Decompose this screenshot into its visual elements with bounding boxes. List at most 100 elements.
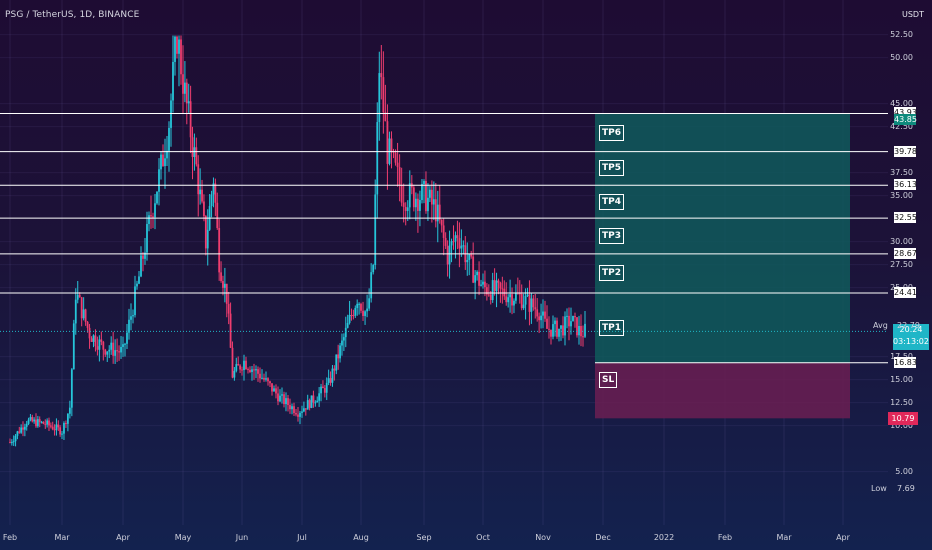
y-tick-label: 17.50 (877, 352, 913, 361)
candle-body (468, 254, 471, 260)
candle-countdown: 03:13:02 (893, 337, 929, 347)
candle-body (25, 423, 28, 427)
candle-body (46, 420, 49, 425)
candle-body (470, 254, 473, 257)
y-tick-label: 30.00 (890, 236, 913, 246)
candle-body (255, 369, 257, 371)
y-tick-label: 27.50 (890, 259, 913, 269)
candle-body (235, 364, 238, 371)
candle-body (432, 199, 435, 205)
candle-body (430, 189, 433, 205)
candle-body (14, 435, 17, 442)
candle-body (386, 121, 389, 164)
candle-body (558, 328, 560, 337)
candle-body (507, 297, 510, 303)
candle-body (104, 349, 107, 355)
candle-body (148, 215, 150, 224)
candle-body (253, 369, 255, 371)
candle-body (138, 276, 140, 284)
candle-body (404, 206, 407, 211)
candle-body (53, 429, 56, 431)
candle-body (310, 395, 313, 408)
candle-body (374, 194, 377, 266)
candle-body (423, 180, 425, 185)
x-tick-label: Feb (2, 533, 18, 542)
candle-body (277, 393, 279, 402)
candle-body (187, 101, 190, 104)
candle-body (88, 327, 91, 339)
candle-body (267, 378, 269, 382)
candle-body (132, 315, 134, 317)
candle-body (140, 255, 142, 277)
candle-body (249, 369, 251, 372)
y-tick-label: 15.00 (890, 374, 913, 384)
candle-body (18, 431, 21, 433)
x-tick-label: May (174, 533, 192, 542)
candle-body (158, 169, 160, 192)
candle-body (108, 349, 111, 352)
profit-zone (595, 113, 850, 363)
candle-body (546, 318, 548, 329)
target-price-badge: 32.55 (894, 212, 917, 224)
candle-body (31, 417, 34, 422)
candle-body (82, 309, 85, 319)
candle-body (450, 241, 453, 246)
candle-body (524, 296, 527, 305)
target-price-badge: 39.78 (894, 145, 917, 157)
candle-body (243, 360, 245, 371)
chart-title: PSG / TetherUS, 1D, BINANCE (5, 10, 140, 20)
candle-body (86, 321, 89, 328)
candle-body (116, 350, 118, 352)
candle-body (574, 316, 576, 318)
candle-body (9, 442, 11, 444)
candle-body (239, 365, 241, 370)
candle-body (354, 308, 357, 316)
candle-body (446, 245, 449, 265)
candle-body (279, 395, 281, 402)
candle-body (438, 204, 441, 220)
candle-body (352, 315, 355, 317)
candle-body (462, 245, 465, 247)
candle-body (578, 325, 580, 336)
candle-body (312, 395, 315, 403)
position-zones (595, 113, 850, 419)
target-price-badge: 28.67 (894, 247, 917, 259)
candle-body (314, 402, 317, 404)
x-tick-label: Mar (776, 533, 792, 542)
candle-body (162, 154, 164, 167)
target-label: TP2 (599, 265, 624, 282)
candle-body (487, 294, 490, 296)
candle-body (166, 150, 168, 159)
candle-body (550, 329, 552, 337)
candle-body (509, 294, 511, 298)
candle-body (96, 346, 99, 350)
candle-body (38, 419, 41, 422)
low-label: Low (871, 484, 887, 493)
candle-body (291, 406, 293, 410)
candle-body (257, 369, 259, 374)
candle-body (482, 281, 484, 285)
candle-body (520, 294, 523, 309)
x-tick-label: Nov (535, 533, 551, 542)
candle-body (176, 36, 178, 54)
candle-body (370, 272, 373, 299)
candle-body (346, 322, 349, 328)
candle-body (530, 298, 533, 312)
candle-body (306, 400, 309, 410)
candle-body (220, 272, 222, 282)
candle-body (505, 296, 508, 303)
candle-body (150, 215, 152, 217)
candle-body (554, 320, 556, 325)
candle-body (458, 238, 461, 249)
candle-body (382, 77, 385, 113)
x-tick-label: Jun (235, 533, 249, 542)
candle-body (35, 419, 37, 427)
candle-body (398, 167, 401, 186)
candle-body (90, 338, 93, 342)
candle-body (225, 283, 228, 304)
candle-body (185, 82, 188, 104)
candle-body (22, 427, 24, 430)
candle-body (364, 311, 366, 317)
candle-body (303, 408, 305, 412)
